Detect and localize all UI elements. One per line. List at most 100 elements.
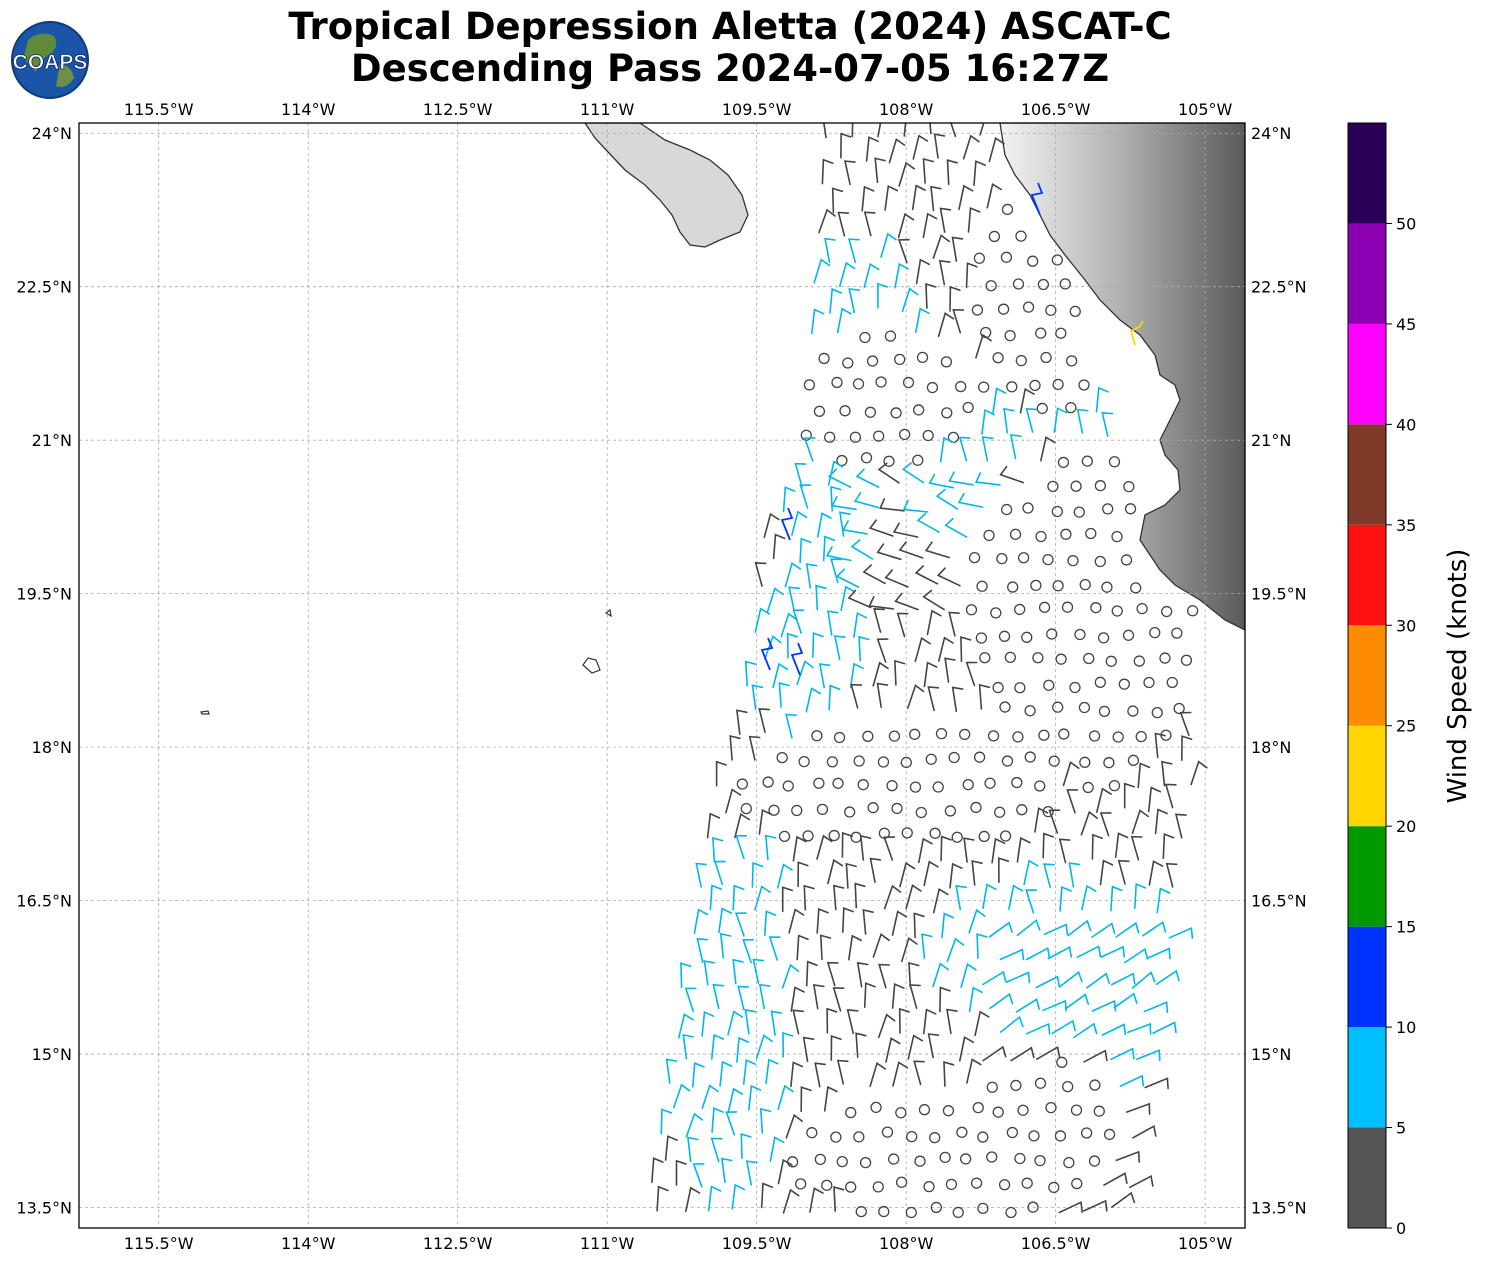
calm-wind-marker	[985, 280, 997, 292]
calm-wind-marker	[1028, 1130, 1040, 1142]
wind-barb	[784, 562, 802, 588]
wind-barb	[651, 1157, 664, 1183]
wind-barb	[938, 259, 951, 286]
wind-barb	[863, 982, 876, 1008]
wind-barb	[1091, 833, 1104, 860]
wind-barb	[1152, 1021, 1177, 1034]
wind-barb	[832, 987, 845, 1012]
wind-barb	[923, 1008, 937, 1035]
wind-barb	[944, 517, 968, 538]
wind-barb	[1042, 832, 1054, 859]
colorbar-label: Wind Speed (knots)	[1443, 548, 1473, 804]
wind-barb	[799, 484, 812, 509]
calm-wind-marker	[855, 1205, 867, 1218]
wind-barb	[855, 468, 880, 488]
wind-barb	[951, 236, 964, 262]
lon-label-bottom-6: 106.5°W	[1021, 1234, 1091, 1253]
wind-barb	[842, 520, 868, 535]
wind-barb	[1016, 836, 1031, 863]
wind-barb	[1110, 1047, 1135, 1061]
wind-barb	[932, 887, 949, 914]
wind-barb	[843, 160, 856, 186]
wind-barb	[880, 232, 897, 258]
wind-barb	[776, 863, 793, 889]
wind-barb	[877, 282, 889, 309]
wind-barb	[873, 608, 885, 633]
wind-barb	[1005, 971, 1031, 984]
colorbar-tick-label-4: 20	[1396, 817, 1416, 836]
wind-barb	[745, 1160, 758, 1186]
calm-wind-marker	[1079, 756, 1091, 768]
calm-wind-marker	[894, 353, 906, 366]
wind-barb	[830, 1034, 842, 1061]
calm-wind-marker	[1029, 379, 1041, 392]
calm-wind-marker	[1149, 626, 1161, 639]
calm-wind-marker	[859, 331, 871, 344]
calm-wind-marker	[1074, 628, 1086, 641]
wind-barb	[914, 565, 939, 585]
wind-barb	[1047, 945, 1073, 960]
calm-wind-marker	[905, 1206, 917, 1219]
wind-barb	[957, 492, 984, 508]
calm-wind-marker	[998, 630, 1011, 642]
wind-barb	[758, 983, 771, 1010]
wind-barb	[1059, 885, 1072, 912]
wind-barb	[696, 937, 709, 963]
wind-barb	[859, 834, 872, 861]
calm-wind-marker	[986, 1151, 998, 1163]
wind-barb	[892, 522, 919, 538]
wind-barb	[1144, 1077, 1169, 1090]
wind-barb	[898, 541, 924, 559]
wind-barb	[732, 884, 745, 911]
calm-wind-marker	[1101, 581, 1113, 593]
wind-barb	[922, 589, 945, 611]
wind-barb	[1124, 947, 1149, 964]
wind-barb	[949, 285, 961, 312]
colorbar-bin-5	[1348, 625, 1386, 726]
wind-barb	[1068, 862, 1081, 888]
calm-wind-marker	[1062, 1080, 1074, 1093]
wind-barb	[1174, 813, 1187, 839]
lon-label-bottom-1: 114°W	[281, 1234, 336, 1253]
wind-barb	[1155, 969, 1180, 986]
calm-wind-marker	[909, 728, 921, 740]
calm-wind-marker	[1000, 251, 1013, 263]
calm-wind-marker	[1011, 776, 1023, 789]
wind-barb	[960, 636, 972, 662]
calm-wind-marker	[959, 728, 971, 741]
calm-wind-marker	[826, 756, 839, 768]
wind-barb	[805, 687, 821, 713]
calm-wind-marker	[776, 751, 788, 764]
colorbar-tick-label-0: 0	[1396, 1219, 1406, 1238]
wind-barb	[818, 208, 836, 234]
lon-label-top-2: 112.5°W	[423, 100, 493, 119]
calm-wind-marker	[916, 351, 929, 364]
wind-barb	[815, 584, 827, 611]
wind-barb	[829, 287, 843, 314]
wind-barb	[710, 1137, 723, 1163]
wind-barb	[1161, 760, 1173, 787]
colorbar-tick-label-6: 30	[1396, 616, 1416, 635]
wind-barb	[692, 1163, 705, 1188]
wind-barb	[935, 488, 959, 510]
wind-barb-strong	[760, 637, 774, 671]
wind-barb	[1115, 921, 1140, 938]
wind-barb	[944, 657, 956, 683]
wind-barb	[709, 884, 723, 911]
wind-barb	[751, 684, 764, 710]
wind-barb	[888, 138, 906, 164]
calm-wind-marker	[839, 405, 851, 417]
wind-barb	[912, 134, 929, 160]
wind-barb	[948, 611, 960, 637]
colorbar-tick-label-2: 10	[1396, 1018, 1416, 1037]
wind-barb	[1134, 883, 1147, 909]
calm-wind-marker	[930, 1201, 942, 1214]
calm-wind-marker	[888, 730, 901, 742]
wind-barb	[1136, 1049, 1161, 1062]
wind-barb	[1154, 808, 1168, 835]
calm-wind-marker	[1009, 528, 1022, 540]
calm-wind-marker	[798, 755, 810, 768]
wind-barb-strong	[1030, 182, 1044, 216]
calm-wind-marker	[1036, 402, 1048, 415]
